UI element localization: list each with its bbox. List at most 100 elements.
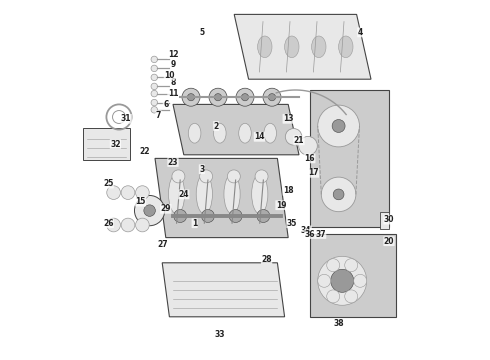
Circle shape [151, 56, 157, 63]
Circle shape [151, 65, 157, 72]
Circle shape [269, 94, 275, 101]
Text: 15: 15 [135, 197, 146, 206]
Text: 23: 23 [168, 158, 178, 166]
Text: 13: 13 [283, 114, 294, 123]
Text: 4: 4 [358, 28, 363, 37]
Text: 38: 38 [333, 320, 344, 328]
Text: 32: 32 [110, 140, 121, 149]
Text: 8: 8 [171, 78, 176, 87]
Circle shape [255, 170, 268, 183]
Ellipse shape [196, 174, 213, 214]
Circle shape [257, 210, 270, 222]
Circle shape [151, 90, 157, 97]
Circle shape [151, 74, 157, 81]
Text: 10: 10 [164, 71, 174, 80]
Text: 12: 12 [168, 50, 178, 59]
Circle shape [151, 83, 157, 90]
Circle shape [318, 105, 360, 147]
Circle shape [285, 129, 302, 145]
Ellipse shape [252, 174, 268, 214]
Circle shape [174, 210, 187, 222]
Bar [83, 128, 130, 160]
Text: 20: 20 [384, 237, 394, 246]
Circle shape [236, 88, 254, 106]
Text: 5: 5 [199, 28, 204, 37]
Text: 28: 28 [261, 255, 272, 264]
Text: 7: 7 [156, 111, 161, 120]
Polygon shape [310, 234, 396, 317]
Circle shape [227, 170, 240, 183]
Text: 33: 33 [215, 330, 225, 339]
Text: 11: 11 [168, 89, 178, 98]
Circle shape [331, 269, 354, 292]
Ellipse shape [258, 36, 272, 58]
Circle shape [345, 259, 358, 272]
Polygon shape [310, 90, 389, 227]
Circle shape [187, 94, 195, 101]
Ellipse shape [224, 174, 240, 214]
Circle shape [121, 186, 135, 199]
Circle shape [332, 120, 345, 132]
Text: 17: 17 [308, 168, 318, 177]
Circle shape [298, 136, 318, 155]
Circle shape [215, 94, 221, 101]
Ellipse shape [169, 174, 185, 214]
Text: 24: 24 [178, 190, 189, 199]
Text: 34: 34 [301, 226, 312, 235]
Text: 35: 35 [287, 219, 297, 228]
Text: 36: 36 [305, 230, 315, 239]
Ellipse shape [285, 36, 299, 58]
Circle shape [121, 218, 135, 232]
Circle shape [136, 186, 149, 199]
Polygon shape [155, 158, 288, 238]
Circle shape [327, 290, 340, 303]
Ellipse shape [239, 123, 251, 143]
Polygon shape [162, 263, 285, 317]
Circle shape [345, 290, 358, 303]
Circle shape [107, 186, 121, 199]
Ellipse shape [188, 123, 201, 143]
Ellipse shape [214, 123, 226, 143]
Circle shape [151, 107, 157, 113]
Text: 37: 37 [315, 230, 326, 239]
Text: 2: 2 [214, 122, 219, 131]
Circle shape [263, 88, 281, 106]
Text: 21: 21 [294, 136, 304, 145]
Circle shape [136, 218, 149, 232]
Text: 1: 1 [192, 219, 197, 228]
Ellipse shape [339, 36, 353, 58]
Circle shape [151, 99, 157, 106]
Text: 16: 16 [305, 154, 315, 163]
Circle shape [229, 210, 242, 222]
Circle shape [318, 274, 331, 287]
Text: 25: 25 [103, 179, 113, 188]
Text: 26: 26 [103, 219, 114, 228]
Circle shape [199, 170, 213, 183]
Text: 30: 30 [384, 215, 394, 224]
Circle shape [209, 88, 227, 106]
Text: 31: 31 [121, 114, 131, 123]
Circle shape [201, 210, 215, 222]
Circle shape [333, 189, 344, 200]
Circle shape [144, 205, 155, 216]
Circle shape [321, 177, 356, 212]
Text: 18: 18 [283, 186, 294, 195]
Polygon shape [234, 14, 371, 79]
Ellipse shape [264, 123, 276, 143]
Circle shape [172, 170, 185, 183]
Text: 9: 9 [171, 60, 175, 69]
Ellipse shape [312, 36, 326, 58]
Circle shape [107, 218, 121, 232]
Circle shape [354, 274, 367, 287]
Circle shape [318, 256, 367, 305]
Circle shape [134, 195, 165, 226]
Circle shape [242, 94, 248, 101]
Bar [380, 212, 389, 229]
Text: 27: 27 [157, 240, 168, 249]
Text: 29: 29 [161, 204, 171, 213]
Text: 14: 14 [254, 132, 265, 141]
Text: 3: 3 [199, 165, 204, 174]
Circle shape [327, 259, 340, 272]
Text: 19: 19 [276, 201, 286, 210]
Circle shape [182, 88, 200, 106]
